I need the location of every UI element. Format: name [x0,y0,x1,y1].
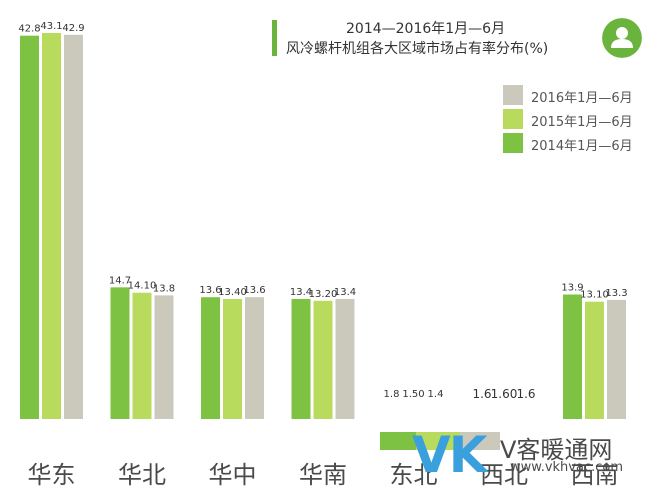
data-label: 13.6 [243,285,265,296]
category-label: 华南 [299,461,347,489]
user-icon-glyph [602,18,642,58]
watermark-site-url: www.vkhvac.com [510,460,624,475]
watermark-bars-icon [380,432,500,450]
bar [64,34,83,419]
data-label: 13.10 [580,290,609,301]
data-label: 13.40 [218,287,247,298]
data-label: 13.20 [309,289,338,300]
data-label: 1.8 [384,389,400,400]
legend-swatch [503,133,523,153]
bar [585,301,604,419]
watermark-site-name: V客暖通网 [500,436,613,464]
legend-label: 2015年1月—6月 [531,115,633,130]
bar [42,33,61,419]
bar [223,298,242,419]
bar [335,298,355,419]
user-icon[interactable] [602,18,642,58]
legend-swatch [503,85,523,105]
data-label: 1.6 [516,387,535,401]
watermark-logo: VK V客暖通网 www.vkhvac.com [380,426,650,490]
bar [313,300,333,419]
data-label: 1.50 [402,389,424,400]
bar [20,35,39,420]
category-label: 华东 [28,461,76,489]
category-label: 华中 [209,461,257,489]
legend-label: 2014年1月—6月 [531,139,633,154]
bar [132,292,152,419]
bar [110,287,130,419]
data-label: 13.8 [153,283,175,294]
data-label: 42.9 [62,23,84,34]
legend-swatch [503,109,523,129]
category-label: 华北 [118,461,166,489]
category-label: 东北 [390,461,438,489]
data-label: 42.8 [18,24,40,35]
data-label: 13.9 [561,283,583,294]
bar [201,297,220,419]
data-label: 13.4 [290,287,312,298]
title-accent-bar [272,20,277,56]
bar [607,299,626,419]
bar [245,297,264,419]
bar [563,294,582,419]
legend-label: 2016年1月—6月 [531,91,633,106]
watermark-brand: VK [412,426,487,484]
data-label: 13.3 [605,288,627,299]
bar [154,295,174,419]
data-label: 1.4 [428,389,444,400]
chart-title-line-2: 风冷螺杆机组各大区域市场占有率分布(%) [286,41,549,57]
category-label: 西南 [571,461,619,489]
data-label: 13.6 [199,285,221,296]
chart-title-line-1: 2014—2016年1月—6月 [346,21,506,37]
category-label: 西北 [480,461,528,489]
data-label: 1.6 [472,387,491,401]
data-label: 14.10 [128,281,157,292]
data-label: 43.1 [40,21,62,32]
data-label: 13.4 [334,287,356,298]
data-label: 1.60 [491,387,518,401]
data-label: 14.7 [109,275,131,286]
bar [291,298,311,419]
